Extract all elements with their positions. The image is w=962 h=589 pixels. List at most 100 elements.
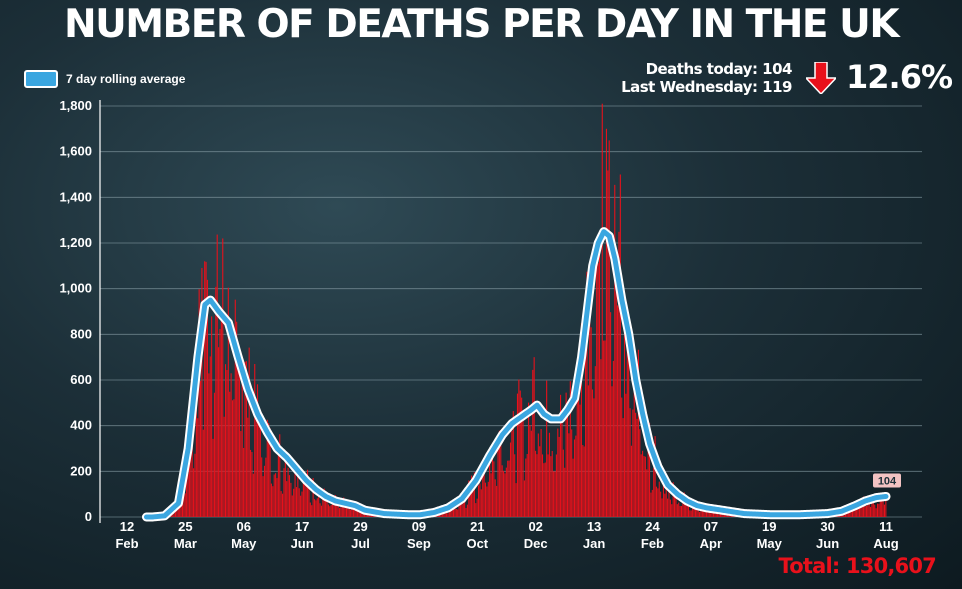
daily-deaths-bar (231, 400, 234, 517)
daily-deaths-bar (487, 481, 489, 517)
daily-deaths-bar (879, 501, 881, 517)
daily-deaths-bar (704, 510, 706, 517)
daily-deaths-bar (273, 474, 275, 517)
x-tick-month: Dec (524, 536, 548, 551)
daily-deaths-bar (530, 430, 532, 517)
daily-deaths-bar (471, 475, 473, 517)
daily-deaths-bar (291, 495, 293, 517)
daily-deaths-bar (685, 494, 687, 517)
chart-title: NUMBER OF DEATHS PER DAY IN THE UK (63, 2, 900, 47)
daily-deaths-bar (297, 475, 299, 517)
daily-deaths-bar (509, 442, 512, 517)
x-tick-month: Jan (583, 536, 605, 551)
daily-deaths-bar (689, 510, 691, 517)
daily-deaths-bar (327, 504, 329, 517)
daily-deaths-bar (263, 465, 266, 517)
daily-deaths-bar (851, 509, 854, 517)
daily-deaths-bar (347, 504, 349, 517)
daily-deaths-bar (512, 411, 514, 517)
daily-deaths-bar (218, 347, 220, 517)
daily-deaths-bar (594, 366, 596, 517)
daily-deaths-bar (885, 493, 887, 517)
daily-deaths-bar (308, 477, 310, 517)
daily-deaths-bar (537, 433, 539, 517)
daily-deaths-bar (461, 498, 463, 517)
x-tick-day: 13 (587, 519, 601, 534)
daily-deaths-bar (861, 505, 863, 517)
x-tick-month: Jul (351, 536, 370, 551)
daily-deaths-bar (566, 415, 569, 517)
daily-deaths-bar (582, 444, 584, 517)
daily-deaths-bar (484, 482, 487, 517)
daily-deaths-bar (309, 502, 311, 517)
daily-deaths-bar (234, 299, 236, 517)
x-tick-month: Jun (291, 536, 314, 551)
daily-deaths-bar (846, 512, 848, 517)
daily-deaths-bar (455, 508, 457, 517)
daily-deaths-bar (233, 399, 235, 517)
daily-deaths-bar (693, 507, 695, 517)
daily-deaths-bar (864, 505, 866, 517)
daily-deaths-bar (496, 485, 498, 517)
daily-deaths-bar (209, 356, 211, 517)
daily-deaths-bar (262, 476, 264, 517)
daily-deaths-bar (345, 500, 348, 517)
daily-deaths-bar (287, 467, 289, 517)
daily-deaths-bar (721, 512, 723, 517)
daily-deaths-bar (222, 238, 224, 517)
x-tick-day: 12 (120, 519, 134, 534)
daily-deaths-bar (568, 433, 570, 517)
daily-deaths-bar (543, 463, 545, 517)
daily-deaths-bar (521, 397, 523, 517)
daily-deaths-bar (462, 496, 464, 517)
daily-deaths-bar (469, 482, 471, 517)
daily-deaths-bar (243, 447, 245, 517)
x-tick-month: Oct (466, 536, 488, 551)
x-tick-day: 29 (353, 519, 367, 534)
daily-deaths-bar (572, 458, 574, 517)
daily-deaths-bar (466, 504, 468, 517)
daily-deaths-bar (270, 483, 272, 517)
daily-deaths-bar (699, 512, 701, 517)
rolling-average-line (143, 229, 889, 520)
legend-swatch-rolling-average (24, 70, 58, 88)
daily-deaths-bar (475, 503, 477, 517)
daily-deaths-bar (526, 454, 528, 517)
daily-deaths-bar (236, 321, 238, 517)
x-tick-day: 02 (528, 519, 542, 534)
daily-deaths-bar (705, 509, 708, 517)
daily-deaths-bar (265, 457, 267, 517)
daily-deaths-bar (223, 416, 225, 517)
daily-deaths-bar (546, 380, 548, 517)
daily-deaths-bar (600, 359, 602, 517)
daily-deaths-bar (300, 495, 302, 517)
daily-deaths-bar (340, 507, 342, 517)
daily-deaths-bar (533, 357, 535, 517)
daily-deaths-bar (337, 503, 339, 517)
daily-deaths-bar (876, 503, 879, 517)
daily-deaths-bar (555, 454, 557, 517)
x-tick-month: Sep (407, 536, 431, 551)
daily-deaths-bar (612, 360, 614, 517)
x-tick-day: 09 (412, 519, 426, 534)
daily-deaths-bar (647, 423, 649, 517)
daily-deaths-bar (465, 507, 467, 517)
daily-deaths-bar (268, 423, 270, 517)
daily-deaths-bar (237, 342, 239, 517)
daily-deaths-bar (357, 507, 359, 517)
x-tick-day: 17 (295, 519, 309, 534)
daily-deaths-bar (191, 407, 193, 517)
daily-deaths-bar (871, 501, 873, 517)
y-tick-label: 0 (85, 509, 92, 524)
daily-deaths-bar (628, 357, 630, 517)
daily-deaths-bar (590, 327, 592, 517)
x-tick-month: May (757, 536, 783, 551)
daily-deaths-bar (275, 473, 277, 517)
y-tick-label: 200 (70, 463, 92, 478)
daily-deaths-bar (320, 505, 323, 517)
daily-deaths-bar (238, 358, 240, 517)
daily-deaths-bar (458, 496, 460, 517)
daily-deaths-bar (874, 504, 876, 517)
daily-deaths-bar (193, 468, 195, 517)
